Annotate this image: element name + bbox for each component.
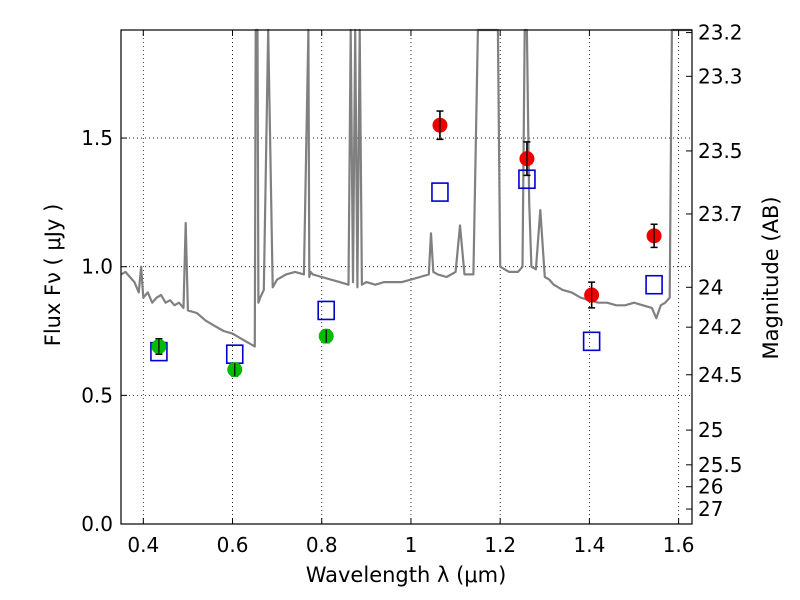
- x-tick-label: 0.4: [127, 533, 159, 557]
- x-axis-ticks: 0.4 0.6 0.8 1 1.2 1.4 1.6: [127, 30, 695, 557]
- model-square-marker: [582, 331, 601, 352]
- right-tick-label: 24.5: [698, 363, 743, 387]
- x-axis-label: Wavelength λ (μm): [306, 563, 507, 587]
- x-tick-label: 0.6: [217, 533, 249, 557]
- x-tick-label: 1.6: [663, 533, 695, 557]
- right-tick-label: 27: [698, 497, 723, 521]
- spectrum-series: [120, 28, 692, 348]
- right-tick-label: 24.2: [698, 315, 743, 339]
- y-axis-label: Flux Fν ( μJy ): [41, 204, 65, 347]
- model-square-marker: [317, 300, 336, 321]
- photometry-markers: [150, 110, 663, 378]
- right-tick-label: 23.5: [698, 139, 743, 163]
- spectrum-line: [120, 28, 692, 348]
- x-tick-label: 1.4: [573, 533, 605, 557]
- x-tick-label: 1: [405, 533, 418, 557]
- right-tick-label: 26: [698, 475, 723, 499]
- grid-lines: [121, 30, 692, 525]
- right-tick-label: 25: [698, 418, 723, 442]
- x-tick-label: 1.2: [484, 533, 516, 557]
- plot-frame: [120, 29, 693, 525]
- right-tick-label: 23.2: [698, 21, 743, 45]
- right-tick-label: 23.3: [698, 64, 743, 88]
- right-tick-label: 24: [698, 275, 723, 299]
- y-tick-label: 1.5: [81, 126, 113, 150]
- right-axis-label: Magnitude (AB): [759, 196, 783, 359]
- y-tick-label: 0.5: [81, 383, 113, 407]
- y-tick-label: 1.0: [81, 255, 113, 279]
- model-square-marker: [645, 274, 663, 295]
- right-tick-label: 25.5: [698, 453, 743, 477]
- model-square-marker: [225, 344, 244, 364]
- x-tick-label: 0.8: [306, 533, 338, 557]
- right-tick-label: 23.7: [698, 202, 743, 226]
- y-axis-ticks: 0.0 0.5 1.0 1.5: [81, 126, 127, 536]
- model-square-marker: [431, 182, 449, 202]
- y-tick-label: 0.0: [81, 512, 113, 536]
